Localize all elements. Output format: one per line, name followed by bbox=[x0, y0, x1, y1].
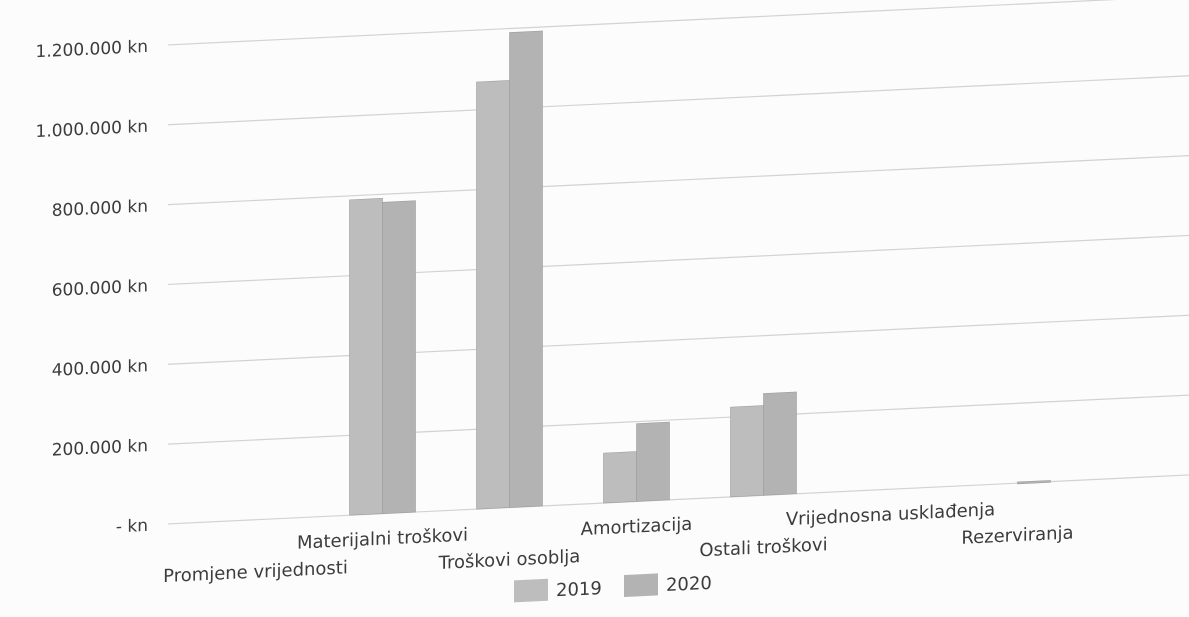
x-axis-categories: Promjene vrijednosti Materijalni troškovi… bbox=[163, 499, 1073, 587]
gridline bbox=[168, 75, 1189, 126]
bar-2019 bbox=[730, 405, 764, 498]
bar-2020 bbox=[509, 30, 543, 508]
gridline bbox=[168, 234, 1189, 286]
bar-2020 bbox=[1017, 480, 1051, 485]
category-label: Ostali troškovi bbox=[699, 534, 827, 561]
y-axis-ticks: - kn 200.000 kn 400.000 kn 600.000 kn 800.00… bbox=[36, 37, 148, 538]
legend: 2019 2020 bbox=[514, 573, 712, 603]
bar-2020 bbox=[636, 421, 670, 502]
bar-2020 bbox=[763, 391, 797, 496]
y-tick-label: - kn bbox=[116, 516, 148, 538]
y-tick-label: 400.000 kn bbox=[52, 356, 148, 381]
bar-2019 bbox=[476, 80, 510, 510]
gridline bbox=[168, 0, 1189, 46]
gridline bbox=[168, 154, 1189, 206]
category-label: Amortizacija bbox=[581, 514, 693, 540]
y-tick-label: 600.000 kn bbox=[52, 276, 148, 301]
bar-2019 bbox=[603, 451, 637, 504]
y-tick-label: 1.000.000 kn bbox=[36, 117, 148, 142]
category-label: Materijalni troškovi bbox=[297, 525, 468, 554]
gridline bbox=[168, 394, 1189, 445]
category-label: Vrijednosna usklađenja bbox=[786, 499, 995, 530]
legend-swatch-2020 bbox=[624, 573, 658, 598]
y-tick-label: 200.000 kn bbox=[52, 436, 148, 461]
gridlines bbox=[168, 0, 1189, 525]
bar-2020 bbox=[382, 200, 416, 514]
category-label: Troškovi osoblja bbox=[438, 546, 581, 574]
bar-2019 bbox=[349, 197, 383, 516]
category-label: Rezerviranja bbox=[961, 522, 1073, 548]
legend-label-2020: 2020 bbox=[666, 573, 712, 596]
category-label: Promjene vrijednosti bbox=[163, 557, 348, 587]
y-tick-label: 800.000 kn bbox=[52, 197, 148, 222]
y-tick-label: 1.200.000 kn bbox=[36, 37, 148, 62]
legend-label-2019: 2019 bbox=[556, 578, 602, 601]
legend-swatch-2019 bbox=[514, 578, 548, 603]
bars bbox=[349, 30, 1051, 516]
gridline bbox=[168, 314, 1189, 365]
